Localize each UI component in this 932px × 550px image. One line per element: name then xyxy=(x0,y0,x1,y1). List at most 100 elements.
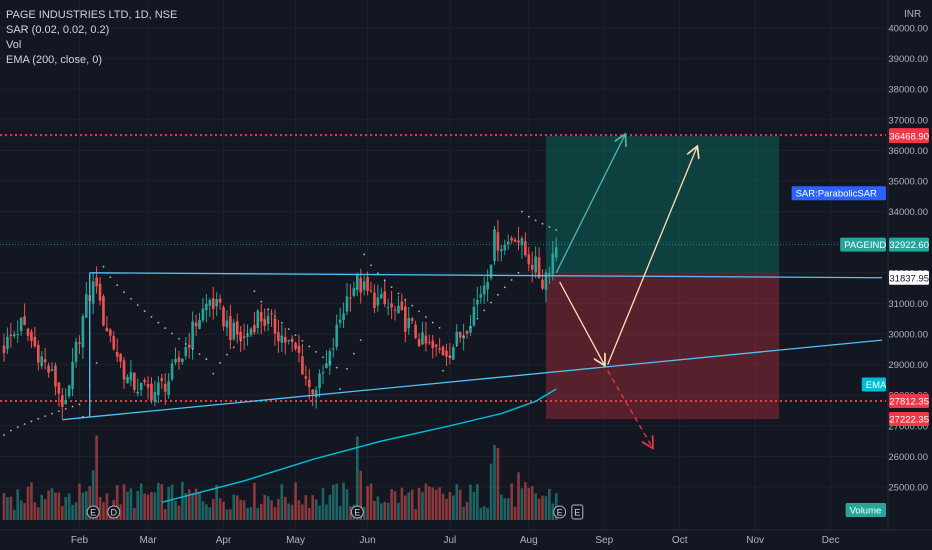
candle[interactable] xyxy=(181,358,184,363)
candle[interactable] xyxy=(280,335,284,343)
candle[interactable] xyxy=(153,392,157,403)
candle[interactable] xyxy=(431,340,435,348)
candle[interactable] xyxy=(383,291,387,305)
candle[interactable] xyxy=(81,315,85,348)
candle[interactable] xyxy=(410,318,414,321)
candle[interactable] xyxy=(163,383,167,392)
upper-trendline[interactable] xyxy=(89,272,883,279)
candle[interactable] xyxy=(554,247,558,258)
candle[interactable] xyxy=(208,300,212,306)
event-marker[interactable] xyxy=(86,505,100,519)
candle[interactable] xyxy=(520,238,524,246)
candle[interactable] xyxy=(105,327,109,332)
candle[interactable] xyxy=(304,376,308,379)
candle[interactable] xyxy=(424,335,428,344)
candle[interactable] xyxy=(489,264,493,279)
candle[interactable] xyxy=(513,239,517,242)
candle[interactable] xyxy=(277,332,280,342)
candle[interactable] xyxy=(249,328,253,335)
candle[interactable] xyxy=(476,299,479,305)
candle[interactable] xyxy=(503,244,507,251)
candle[interactable] xyxy=(139,383,143,391)
candle[interactable] xyxy=(404,306,407,332)
candle[interactable] xyxy=(157,382,160,396)
candle[interactable] xyxy=(421,332,424,345)
volume-label[interactable]: Volume xyxy=(850,506,882,517)
candle[interactable] xyxy=(445,350,448,357)
candle[interactable] xyxy=(246,335,249,337)
candle[interactable] xyxy=(201,308,205,321)
candle[interactable] xyxy=(259,312,263,322)
candle[interactable] xyxy=(496,232,500,251)
candle[interactable] xyxy=(19,317,23,331)
support-level-label[interactable]: 27812.35 xyxy=(889,396,929,407)
ema-200-line[interactable] xyxy=(161,388,557,504)
candle[interactable] xyxy=(458,331,462,338)
candle[interactable] xyxy=(393,309,397,311)
candle[interactable] xyxy=(469,325,472,333)
candle[interactable] xyxy=(397,305,400,314)
upcoming-earnings-marker[interactable] xyxy=(571,504,584,520)
candle[interactable] xyxy=(386,307,390,309)
candle[interactable] xyxy=(524,241,527,256)
candle[interactable] xyxy=(534,256,537,273)
candle[interactable] xyxy=(67,385,71,397)
candle[interactable] xyxy=(441,346,445,355)
candle[interactable] xyxy=(345,296,349,312)
candle[interactable] xyxy=(64,400,68,405)
candle[interactable] xyxy=(266,315,270,324)
candle[interactable] xyxy=(150,383,153,401)
candle[interactable] xyxy=(26,328,30,336)
candle[interactable] xyxy=(428,342,431,344)
candle[interactable] xyxy=(362,281,366,290)
candle[interactable] xyxy=(321,372,325,374)
event-marker[interactable] xyxy=(350,505,364,519)
candle[interactable] xyxy=(342,313,345,321)
candle[interactable] xyxy=(297,345,301,353)
candle[interactable] xyxy=(126,376,129,384)
candle[interactable] xyxy=(256,310,260,329)
candle[interactable] xyxy=(47,365,50,373)
candle[interactable] xyxy=(465,331,469,334)
candle[interactable] xyxy=(390,303,393,308)
candle[interactable] xyxy=(143,380,146,383)
candle[interactable] xyxy=(541,279,544,289)
candle[interactable] xyxy=(146,384,150,388)
event-marker[interactable] xyxy=(107,505,121,519)
candle[interactable] xyxy=(325,363,328,368)
legend-volume[interactable]: Vol xyxy=(6,39,22,51)
candle[interactable] xyxy=(205,303,208,311)
candle[interactable] xyxy=(174,358,177,363)
candle[interactable] xyxy=(170,363,174,380)
candle[interactable] xyxy=(551,253,555,275)
candle[interactable] xyxy=(407,317,411,329)
candle[interactable] xyxy=(500,249,503,252)
candle[interactable] xyxy=(369,290,373,292)
candle[interactable] xyxy=(414,324,417,338)
candle[interactable] xyxy=(160,378,164,381)
candle[interactable] xyxy=(373,292,376,309)
candle[interactable] xyxy=(376,297,380,306)
candle[interactable] xyxy=(235,321,239,335)
candle[interactable] xyxy=(43,359,47,363)
candle[interactable] xyxy=(119,353,122,362)
candle[interactable] xyxy=(40,356,44,367)
candle[interactable] xyxy=(328,351,332,366)
ema-name-label[interactable]: EMA xyxy=(866,380,887,391)
candle[interactable] xyxy=(307,379,311,388)
candle[interactable] xyxy=(283,336,287,343)
candle[interactable] xyxy=(510,238,513,241)
candle[interactable] xyxy=(537,257,541,278)
candle[interactable] xyxy=(167,381,170,396)
candle[interactable] xyxy=(434,344,438,347)
candle[interactable] xyxy=(78,342,81,344)
candle[interactable] xyxy=(530,264,534,270)
candle[interactable] xyxy=(102,296,105,326)
candle[interactable] xyxy=(349,297,352,299)
candle[interactable] xyxy=(198,319,201,329)
candle[interactable] xyxy=(191,321,194,349)
candle[interactable] xyxy=(12,334,16,336)
candle[interactable] xyxy=(85,294,88,318)
